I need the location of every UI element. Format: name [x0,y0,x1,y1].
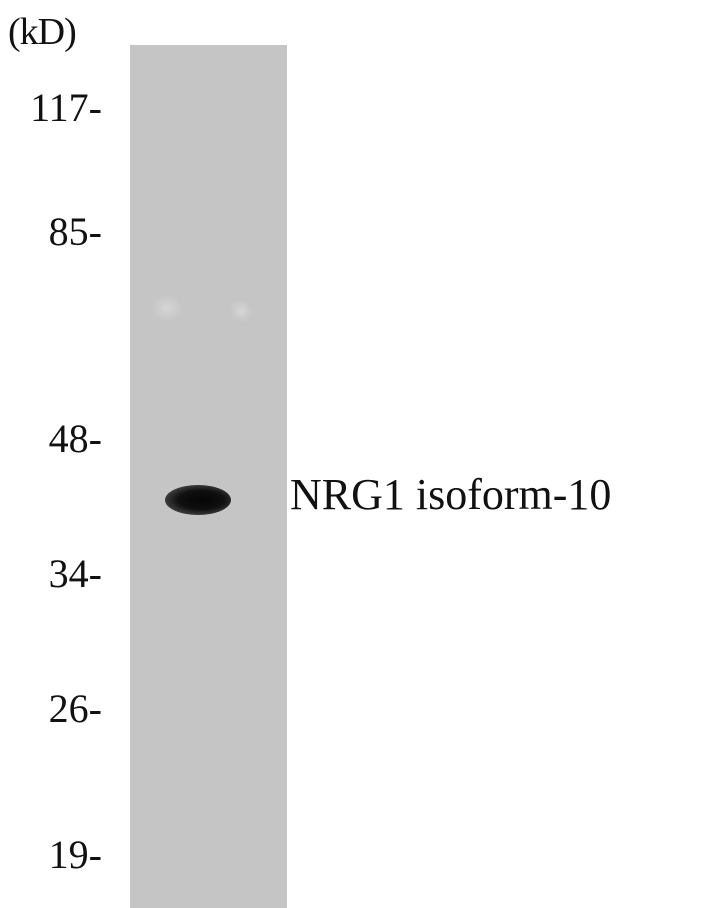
marker-26-label: 26- [48,686,102,731]
marker-19-label: 19- [48,832,102,877]
marker-85-label: 85- [48,209,102,254]
lane-artifact [152,295,182,321]
marker-117-label: 117- [30,85,102,130]
marker-48-label: 48- [48,416,102,461]
blot-lane [130,45,287,908]
lane-artifact [230,300,252,322]
marker-34-label: 34- [48,551,102,596]
protein-band [165,485,231,515]
band-label: NRG1 isoform-10 [290,470,612,519]
unit-label: (kD) [8,11,77,53]
